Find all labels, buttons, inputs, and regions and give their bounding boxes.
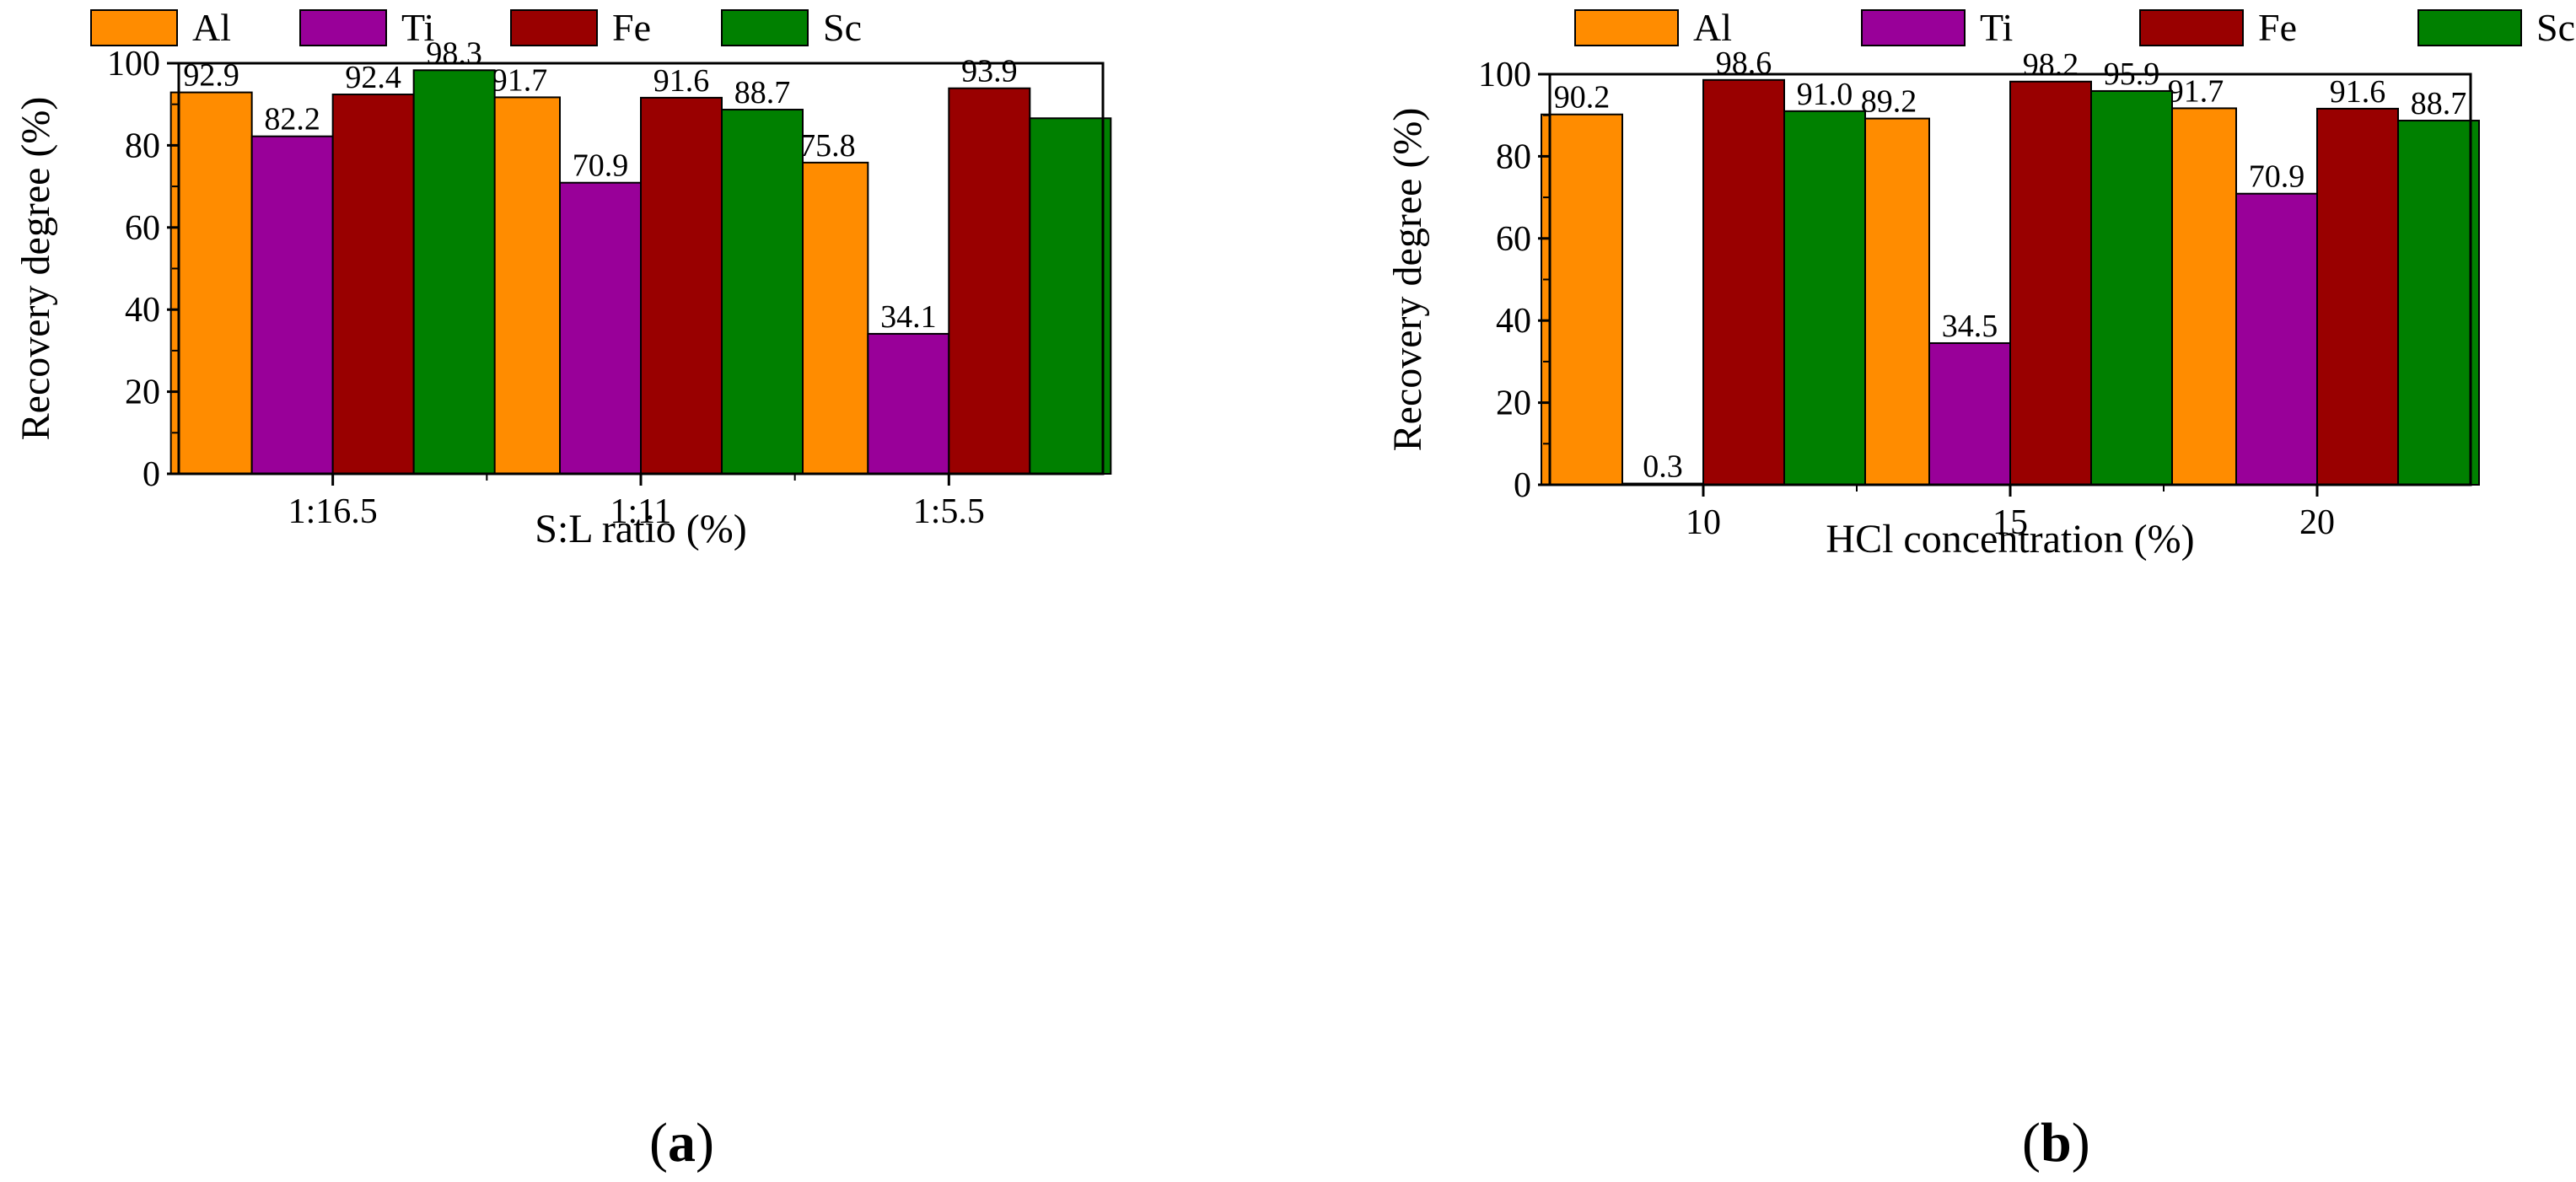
x-tick-label: 15 <box>1993 503 2028 542</box>
data-label-sc-1: 98.3 <box>426 35 482 71</box>
data-label-fe-2: 91.6 <box>653 63 710 99</box>
y-tick-label: 80 <box>125 126 160 165</box>
x-tick-label: 1:5.5 <box>913 492 985 531</box>
data-label-ti-3: 70.9 <box>2249 159 2305 195</box>
x-axis-label: HCl concentration (%) <box>1826 517 2194 561</box>
panel-label-a: (a) <box>649 1112 714 1174</box>
bar-ti-3 <box>867 332 950 475</box>
legend-label-fe: Fe <box>612 6 651 49</box>
bar-fe-2 <box>640 96 723 475</box>
y-tick-label: 40 <box>1496 302 1531 341</box>
legend-swatch-sc <box>2417 9 2522 46</box>
y-tick-label: 80 <box>1496 137 1531 176</box>
y-tick-label: 0 <box>143 455 160 494</box>
data-label-sc-2: 88.7 <box>734 75 791 110</box>
legend-label-al: Al <box>192 6 231 49</box>
legend: Al Ti Fe Sc <box>90 6 862 49</box>
legend: Al Ti Fe Sc <box>1574 6 2575 49</box>
legend-swatch-sc <box>721 9 809 46</box>
bar-fe-1 <box>1702 78 1785 486</box>
data-label-al-2: 89.2 <box>1861 84 1917 120</box>
bar-fe-3 <box>948 87 1031 475</box>
bar-sc-3 <box>2397 120 2480 486</box>
data-label-al-3: 75.8 <box>799 128 856 164</box>
bar-ti-2 <box>559 181 642 475</box>
data-label-sc-1: 91.0 <box>1797 77 1853 112</box>
legend-swatch-fe <box>2139 9 2244 46</box>
data-label-sc-3: 88.7 <box>2411 86 2467 121</box>
bar-sc-3 <box>1029 117 1112 475</box>
data-label-ti-2: 34.5 <box>1942 309 1998 344</box>
data-label-ti-1: 0.3 <box>1643 449 1683 485</box>
data-label-ti-3: 34.1 <box>880 299 937 335</box>
y-tick-label: 40 <box>125 291 160 330</box>
bar-sc-2 <box>2090 89 2173 486</box>
data-label-fe-1: 92.4 <box>345 60 401 95</box>
bar-ti-3 <box>2235 192 2318 486</box>
y-tick-label: 60 <box>1496 220 1531 259</box>
bar-al-1 <box>1541 113 1623 486</box>
legend-swatch-ti <box>299 9 387 46</box>
legend-label-ti: Ti <box>1980 6 2013 49</box>
legend-swatch-al <box>90 9 178 46</box>
legend-label-fe: Fe <box>2258 6 2297 49</box>
x-tick-label: 20 <box>2299 503 2335 542</box>
chart-a: 92.9 91.775.882.270.934.192.4 91.6 93.998.3… <box>13 6 1112 551</box>
bar-al-1 <box>169 91 253 475</box>
legend-label-sc: Sc <box>823 6 862 49</box>
x-tick-label: 10 <box>1686 503 1721 542</box>
y-tick-label: 60 <box>125 209 160 248</box>
y-axis-label: Recovery degree (%) <box>13 97 58 441</box>
data-label-al-2: 91.7 <box>492 62 548 98</box>
legend-swatch-ti <box>1861 9 1966 46</box>
x-axis-label: S:L ratio (%) <box>535 507 746 551</box>
data-label-fe-2: 98.2 <box>2023 47 2079 83</box>
data-label-fe-3: 91.6 <box>2330 74 2386 110</box>
y-tick-label: 20 <box>125 373 160 412</box>
data-label-ti-1: 82.2 <box>264 102 320 137</box>
panel-label-b: (b) <box>2022 1112 2090 1174</box>
data-label-fe-3: 93.9 <box>961 54 1018 89</box>
legend-label-al: Al <box>1693 6 1732 49</box>
data-label-fe-1: 98.6 <box>1716 46 1772 81</box>
data-label-al-3: 91.7 <box>2168 73 2224 109</box>
y-axis-label: Recovery degree (%) <box>1385 108 1430 452</box>
bar-sc-1 <box>412 69 496 475</box>
bar-sc-1 <box>1783 110 1866 486</box>
legend-label-ti: Ti <box>401 6 434 49</box>
data-label-al-1: 90.2 <box>1554 80 1611 116</box>
bar-sc-2 <box>721 109 804 475</box>
bar-fe-3 <box>2316 107 2399 486</box>
legend-swatch-al <box>1574 9 1679 46</box>
bar-ti-2 <box>1928 341 2011 486</box>
legend-swatch-fe <box>510 9 598 46</box>
y-tick-label: 100 <box>1478 56 1531 94</box>
bar-fe-1 <box>331 94 415 475</box>
data-label-ti-2: 70.9 <box>573 148 629 184</box>
bar-ti-1 <box>250 135 334 475</box>
y-tick-label: 20 <box>1496 384 1531 423</box>
x-tick-label: 1:11 <box>610 492 671 531</box>
legend-label-sc: Sc <box>2536 6 2575 49</box>
x-tick-label: 1:16.5 <box>288 492 378 531</box>
y-tick-label: 100 <box>107 45 160 83</box>
y-tick-label: 0 <box>1514 466 1531 505</box>
bar-fe-2 <box>2009 80 2092 486</box>
chart-b: 90.2 89.2 91.70.334.570.998.6 98.291.691.09… <box>1385 6 2575 561</box>
